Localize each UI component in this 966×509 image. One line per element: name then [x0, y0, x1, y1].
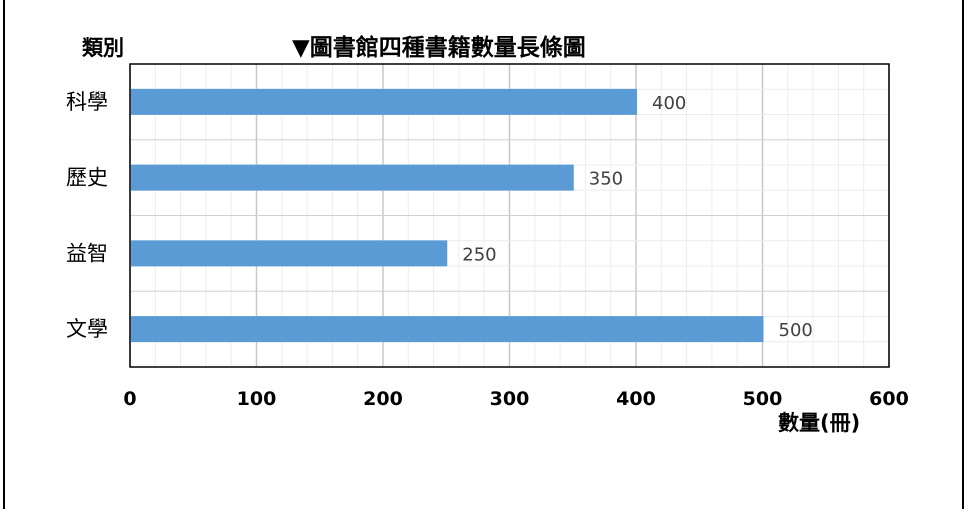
x-tick-label: 400	[616, 388, 656, 410]
x-axis-label: 數量(冊)	[778, 411, 860, 435]
x-tick-label: 300	[490, 388, 530, 410]
frame-right-border	[962, 0, 964, 509]
data-label: 400	[652, 93, 686, 114]
frame-left-border	[3, 0, 5, 509]
bar	[131, 316, 764, 343]
plot-area	[129, 63, 890, 368]
data-label: 350	[589, 169, 623, 190]
chart-title: ▼圖書館四種書籍數量長條圖	[292, 34, 586, 61]
bar	[131, 240, 448, 267]
x-tick-label: 600	[869, 388, 909, 410]
x-tick-label: 200	[363, 388, 403, 410]
category-label: 益智	[66, 241, 108, 265]
bar	[131, 88, 637, 115]
bars	[131, 88, 764, 343]
data-label: 250	[462, 244, 496, 265]
category-label: 文學	[66, 317, 108, 341]
y-axis-label: 類別	[81, 36, 124, 60]
x-tick-label: 500	[743, 388, 783, 410]
x-tick-label: 100	[237, 388, 277, 410]
category-label: 科學	[66, 90, 108, 114]
category-label: 歷史	[66, 166, 108, 190]
data-label: 500	[779, 320, 813, 341]
bar	[131, 164, 574, 191]
x-tick-label: 0	[123, 388, 136, 410]
